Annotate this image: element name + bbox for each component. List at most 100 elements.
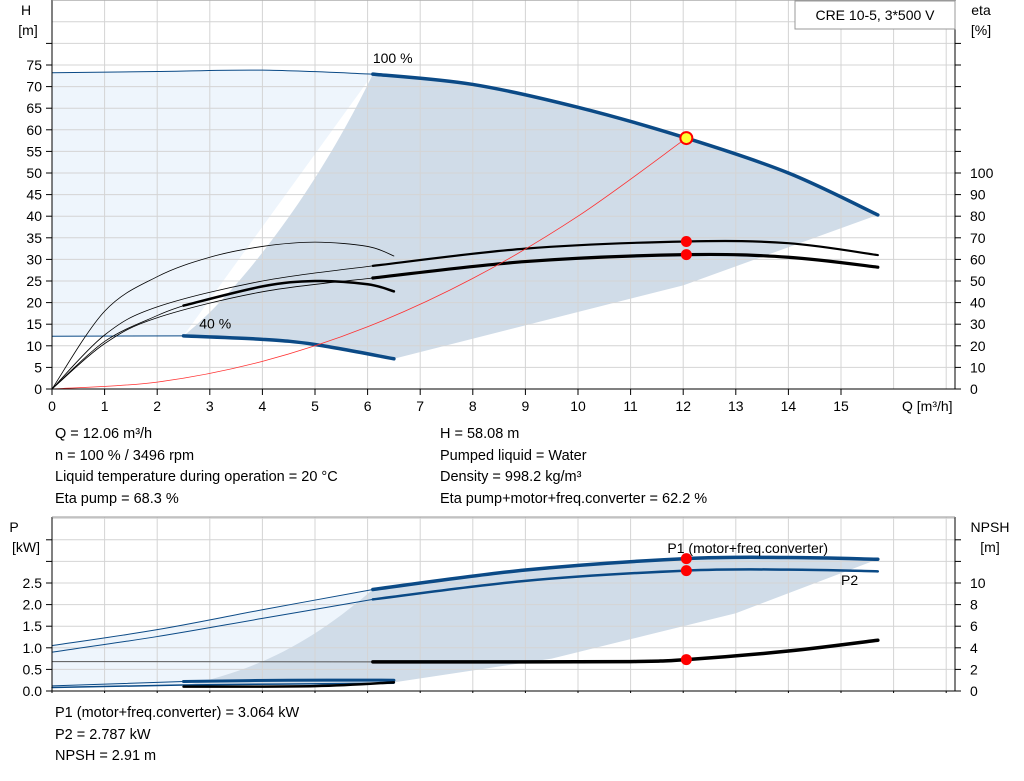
readout-q: Q = 12.06 m³/h (55, 426, 153, 442)
operating-point (680, 654, 692, 666)
y-tick-label-left: 10 (26, 338, 42, 354)
npsh-axis-label: NPSH (971, 519, 1010, 535)
series-h-100-thin- (51, 69, 374, 75)
y-tick-label-right: 60 (970, 251, 986, 267)
series-p1-40- (182, 678, 396, 683)
curve-label: P2 (841, 572, 858, 588)
x-tick-label: 9 (522, 398, 530, 414)
y-tick-label-left: 65 (26, 100, 42, 116)
duty-point (679, 131, 694, 146)
legend-box (794, 0, 956, 30)
series-h-100- (371, 72, 880, 217)
y-tick-label-right: 30 (970, 316, 986, 332)
x-tick-label: 6 (364, 398, 372, 414)
npsh-axis-unit: [m] (980, 539, 999, 555)
series-eta-40-total-thin- (51, 305, 184, 390)
operating-range-extended (52, 70, 373, 337)
series-p2 (371, 568, 880, 601)
y-tick-label-left: 5 (34, 359, 42, 375)
operating-point (680, 553, 692, 565)
legend-text: CRE 10-5, 3*500 V (815, 7, 935, 23)
y-tick-label-left: 75 (26, 57, 42, 73)
series-p1-thin- (51, 588, 374, 647)
readout-eta-total: Eta pump+motor+freq.converter = 62.2 % (440, 490, 708, 507)
y-tick-label-right: 90 (970, 187, 986, 203)
y-tick-label-left: 1.5 (23, 618, 43, 634)
x-tick-label: 0 (48, 398, 56, 414)
series-eta-40-total (182, 279, 396, 307)
operating-point (680, 235, 692, 247)
y-tick-label-left: 15 (26, 316, 42, 332)
x-tick-label: 3 (206, 398, 214, 414)
y2-axis-unit: [%] (971, 22, 991, 38)
readout-h: H = 58.08 m (440, 426, 520, 442)
operating-point (680, 565, 692, 577)
y-tick-label-right: 100 (970, 165, 994, 181)
series-p1-40-thin- (51, 680, 184, 687)
y-tick-label-right: 2 (970, 661, 978, 677)
x-tick-label: 10 (570, 398, 586, 414)
y-tick-label-right: 20 (970, 338, 986, 354)
y-tick-label-left: 0 (34, 381, 42, 397)
p-axis-unit: [kW] (12, 539, 40, 555)
power-range (183, 557, 878, 686)
series-npsh (371, 638, 880, 664)
y-tick-label-left: 30 (26, 251, 42, 267)
readout-p2: P2 = 2.787 kW (55, 726, 151, 743)
y-tick-label-left: 1.0 (23, 640, 43, 656)
series-h-40- (181, 334, 396, 361)
x-tick-label: 1 (101, 398, 109, 414)
x-tick-label: 2 (153, 398, 161, 414)
y-tick-label-left: 55 (26, 143, 42, 159)
series-p2-40- (51, 682, 395, 689)
series-eta-40-pump (51, 241, 395, 390)
y-tick-label-left: 2.5 (23, 575, 43, 591)
x-tick-label: 7 (416, 398, 424, 414)
series-eta-pump (371, 239, 879, 267)
readout-eta-pump: Eta pump = 68.3 % (55, 490, 179, 507)
readout-liquid: Pumped liquid = Water (440, 447, 587, 464)
series-p2-thin- (51, 598, 374, 653)
readout-temp: Liquid temperature during operation = 20… (55, 469, 338, 485)
series-npsh-40- (182, 681, 396, 688)
y2-axis-label: eta (971, 2, 991, 18)
x-tick-label: 4 (259, 398, 267, 414)
series-eta-total-thin- (51, 277, 374, 390)
y-tick-label-right: 40 (970, 295, 986, 311)
series-p1 (371, 555, 880, 592)
series-system-curve (51, 137, 687, 390)
y-tick-label-left: 60 (26, 122, 42, 138)
curve-label: 100 % (373, 50, 413, 66)
y-tick-label-right: 10 (970, 359, 986, 375)
x-axis-label: Q [m³/h] (902, 398, 953, 414)
y-tick-label-left: 45 (26, 187, 42, 203)
y-tick-label-right: 0 (970, 683, 978, 699)
y-tick-label-right: 80 (970, 208, 986, 224)
readout-n: n = 100 % / 3496 rpm (55, 447, 195, 464)
y-tick-label-right: 8 (970, 597, 978, 613)
y-tick-label-right: 50 (970, 273, 986, 289)
y-tick-label-left: 50 (26, 165, 42, 181)
y-tick-label-right: 70 (970, 230, 986, 246)
y-tick-label-right: 4 (970, 640, 978, 656)
y-tick-label-right: 0 (970, 381, 978, 397)
y-tick-label-left: 2.0 (23, 597, 43, 613)
y-tick-label-left: 25 (26, 273, 42, 289)
y-tick-label-left: 0.5 (23, 661, 43, 677)
y-tick-label-right: 6 (970, 618, 978, 634)
p-axis-label: P (9, 519, 18, 535)
y-tick-label-left: 20 (26, 295, 42, 311)
y-tick-label-left: 70 (26, 79, 42, 95)
readout-density: Density = 998.2 kg/m³ (440, 469, 582, 485)
x-tick-label: 13 (728, 398, 744, 414)
series-eta-total (371, 252, 880, 280)
readout-top-col1: Q = 12.06 m³/h n = 100 % / 3496 rpm Liqu… (55, 424, 338, 510)
readout-bottom: P1 (motor+freq.converter) = 3.064 kW P2 … (55, 703, 299, 768)
series-eta-pump-thin- (51, 265, 374, 390)
x-tick-label: 11 (623, 398, 638, 414)
x-tick-label: 15 (833, 398, 849, 414)
x-tick-label: 5 (311, 398, 319, 414)
x-tick-label: 8 (469, 398, 477, 414)
y-axis-unit: [m] (18, 22, 37, 38)
